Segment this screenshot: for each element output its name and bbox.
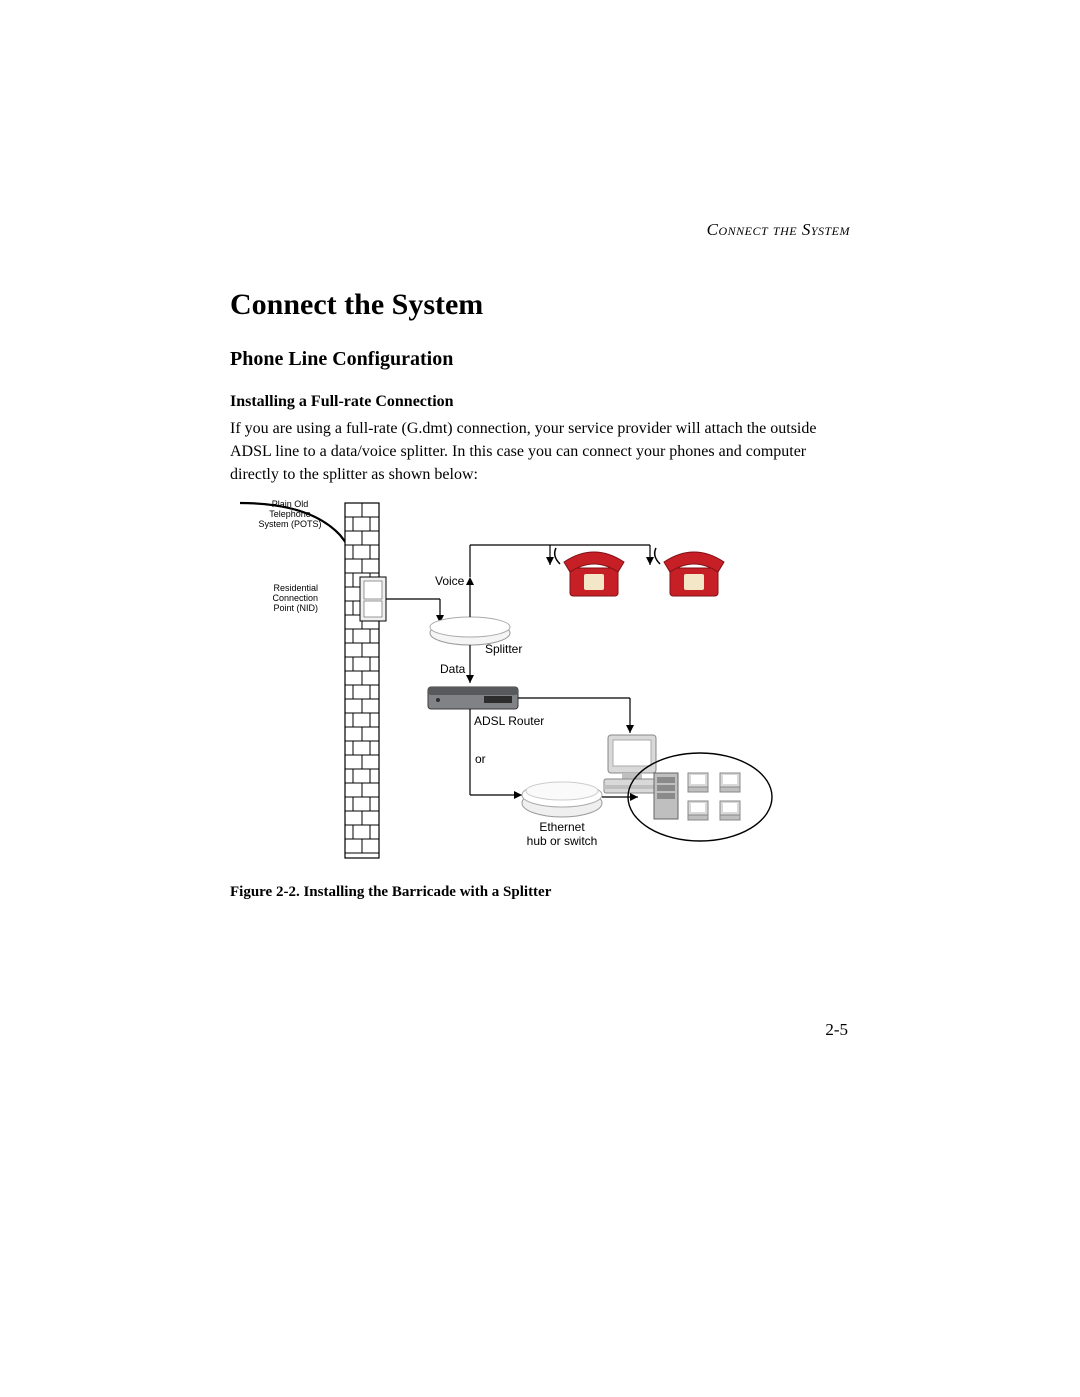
heading-1: Connect the System [230, 288, 850, 322]
heading-2: Phone Line Configuration [230, 348, 850, 371]
page-content: Connect the System Connect the System Ph… [230, 220, 850, 901]
brick-wall-icon [345, 503, 386, 858]
svg-text:hub or switch: hub or switch [527, 834, 598, 848]
svg-text:Telephone: Telephone [269, 509, 311, 519]
phone-icon [655, 548, 724, 596]
label-or: or [475, 752, 486, 766]
workstation-icon [720, 801, 740, 820]
label-data: Data [440, 662, 466, 676]
label-splitter: Splitter [485, 642, 522, 656]
workstation-icon [720, 773, 740, 792]
hub-icon [522, 782, 602, 817]
label-pots: Plain Old [272, 499, 309, 509]
body-paragraph: If you are using a full-rate (G.dmt) con… [230, 417, 850, 487]
running-head: Connect the System [230, 220, 850, 240]
label-router: ADSL Router [474, 714, 544, 728]
heading-3: Installing a Full-rate Connection [230, 393, 850, 411]
router-icon [428, 687, 518, 709]
svg-text:Connection: Connection [272, 593, 318, 603]
workstation-icon [688, 801, 708, 820]
splitter-icon [430, 617, 510, 645]
phone-icon [555, 548, 624, 596]
workstation-icon [688, 773, 708, 792]
diagram-svg: Plain Old Telephone System (POTS) [230, 495, 790, 865]
figure: Plain Old Telephone System (POTS) [230, 495, 790, 901]
server-icon [654, 773, 678, 819]
figure-caption: Figure 2-2. Installing the Barricade wit… [230, 884, 790, 901]
label-voice: Voice [435, 574, 465, 588]
page-number: 2-5 [825, 1020, 848, 1040]
svg-text:System (POTS): System (POTS) [258, 519, 321, 529]
label-ethernet: Ethernet [539, 820, 585, 834]
svg-text:Point (NID): Point (NID) [273, 603, 318, 613]
label-nid: Residential [273, 583, 318, 593]
